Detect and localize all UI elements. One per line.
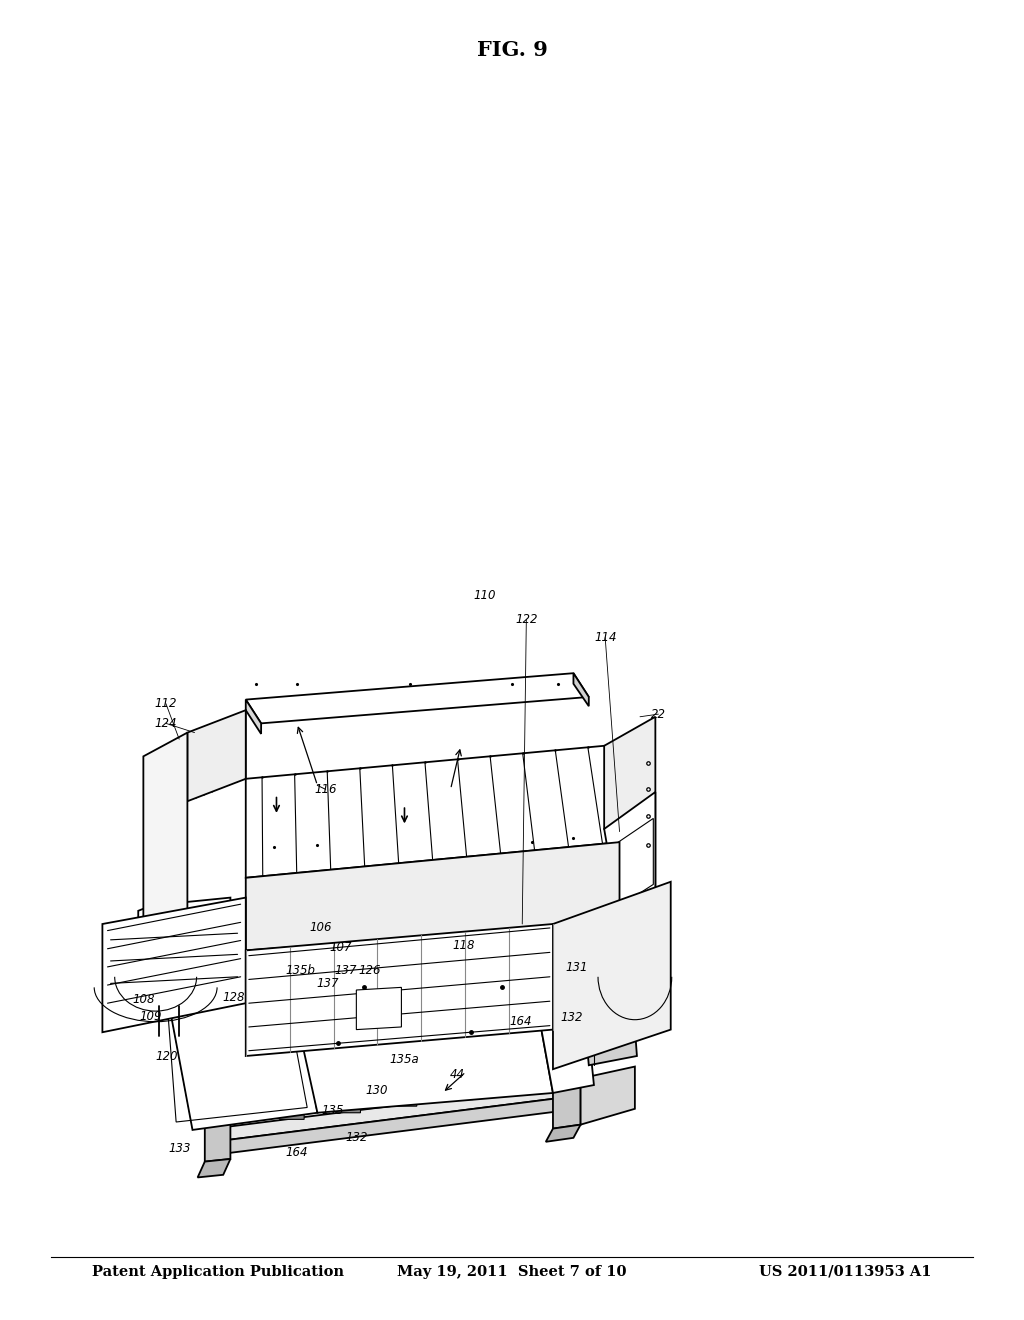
Polygon shape [553,882,671,1069]
Polygon shape [213,1096,579,1155]
Text: 128: 128 [222,991,245,1005]
Polygon shape [246,842,620,950]
Text: 108: 108 [132,993,155,1006]
Text: 22: 22 [651,708,666,721]
Text: 107: 107 [330,941,352,954]
Polygon shape [102,898,246,1032]
Text: 109: 109 [139,1010,162,1023]
Polygon shape [356,987,401,1030]
Polygon shape [130,906,152,1001]
Polygon shape [292,981,553,1113]
Polygon shape [336,1086,360,1113]
Polygon shape [573,673,589,706]
Polygon shape [280,1093,304,1119]
Polygon shape [143,733,187,950]
Polygon shape [213,1082,579,1142]
Polygon shape [604,717,655,917]
Text: 132: 132 [560,1011,583,1024]
Polygon shape [152,898,246,977]
Text: 137: 137 [335,964,357,977]
Polygon shape [581,1067,635,1125]
Text: 124: 124 [155,717,177,730]
Text: 135b: 135b [285,964,315,977]
Text: 133: 133 [168,1142,190,1155]
Polygon shape [246,700,261,734]
Text: US 2011/0113953 A1: US 2011/0113953 A1 [760,1265,932,1279]
Polygon shape [164,964,317,1130]
Polygon shape [353,898,425,941]
Polygon shape [287,917,532,997]
Polygon shape [187,710,246,801]
Polygon shape [584,1001,637,1065]
Text: FIG. 9: FIG. 9 [476,40,548,61]
Text: 106: 106 [309,921,332,935]
Polygon shape [392,1080,417,1106]
Text: Patent Application Publication: Patent Application Publication [92,1265,344,1279]
Polygon shape [546,1125,581,1142]
Polygon shape [532,981,594,1093]
Text: 44: 44 [451,1068,465,1081]
Text: 114: 114 [594,631,616,644]
Text: 131: 131 [565,961,588,974]
Text: 132: 132 [345,1131,368,1144]
Text: 112: 112 [155,697,177,710]
Text: 120: 120 [156,1049,178,1063]
Text: 122: 122 [515,612,538,626]
Text: May 19, 2011  Sheet 7 of 10: May 19, 2011 Sheet 7 of 10 [397,1265,627,1279]
Polygon shape [246,746,620,878]
Text: 126: 126 [358,964,381,977]
Polygon shape [425,882,522,937]
Text: 164: 164 [509,1015,531,1028]
Polygon shape [604,792,655,917]
Polygon shape [246,924,553,1056]
Polygon shape [205,1115,230,1162]
Polygon shape [449,1073,473,1100]
Text: 118: 118 [453,939,475,952]
Text: 164: 164 [286,1146,308,1159]
Text: 135a: 135a [389,1053,420,1067]
Text: 110: 110 [473,589,496,602]
Polygon shape [246,673,589,723]
Text: 130: 130 [366,1084,388,1097]
Text: 135: 135 [322,1104,344,1117]
Text: 116: 116 [314,783,337,796]
Text: 137: 137 [316,977,339,990]
Polygon shape [553,1078,581,1129]
Polygon shape [198,1159,230,1177]
